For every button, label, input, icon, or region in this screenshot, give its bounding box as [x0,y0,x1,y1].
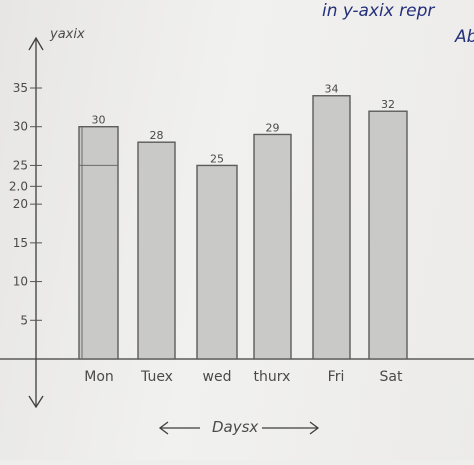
value-label: 28 [150,129,164,142]
note-line-2: Ab [454,27,474,47]
y-tick-label: 10 [13,275,28,289]
bar-fri [312,95,351,360]
y-tick-label: 30 [13,120,28,134]
x-tick-labels: Mon Tuex wed thurx Fri Sat [84,369,403,385]
y-axis-arrow-bottom [28,395,44,409]
bar-tuex [137,141,176,360]
x-axis-label: Daysx [212,418,258,436]
x-tick-label: Tuex [140,369,173,385]
y-tick-label: 35 [13,81,28,95]
y-tick-label: 15 [13,236,28,250]
value-label: 25 [210,152,224,165]
value-label: 32 [381,98,395,111]
y-axis-label: yaxix [49,27,85,42]
x-label-arrow-right-head [309,421,320,435]
value-label: 29 [266,121,280,134]
y-ticks: 5 10 15 20 2.0 25 30 35 [9,81,42,327]
bar-thurx [253,133,292,360]
note-line-1: in y-axix repr [322,1,435,21]
value-label: 34 [325,83,339,96]
x-tick-label: wed [203,369,232,385]
y-tick-label: 25 [13,158,28,172]
x-tick-label: Mon [84,369,114,385]
bar-wed [196,164,238,360]
x-tick-label: Sat [380,369,403,385]
y-tick-label: 2.0 [9,179,28,193]
y-tick-label: 20 [13,197,28,211]
x-tick-label: thurx [254,369,291,385]
bar-mon [78,126,119,360]
x-label-arrow-left-head [158,421,169,435]
y-tick-label: 5 [20,313,28,327]
y-axis-arrow-top [28,36,44,51]
value-labels: 30 28 25 29 34 32 [92,83,396,166]
x-tick-label: Fri [328,369,345,385]
bar-sat [368,110,408,360]
bars [78,95,408,360]
value-label: 30 [92,114,106,127]
